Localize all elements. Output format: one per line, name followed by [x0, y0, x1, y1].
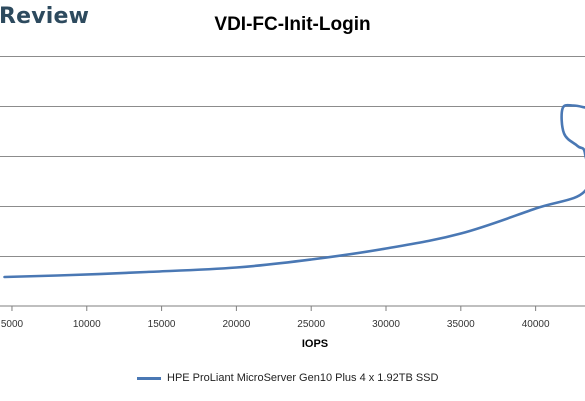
x-axis: 5000 10000 15000 20000 25000 30000 35000 40000: [1, 306, 550, 330]
series-group: [3, 103, 585, 279]
x-tick-label-2: 15000: [148, 319, 176, 330]
x-tick-label-7: 40000: [522, 319, 550, 330]
legend-swatch: [137, 376, 161, 380]
grid-lines: [0, 56, 585, 307]
x-tick-label-3: 20000: [222, 319, 250, 330]
chart-title: VDI-FC-Init-Login: [214, 14, 371, 35]
x-tick-label-4: 25000: [297, 319, 325, 330]
x-axis-label: IOPS: [301, 338, 329, 350]
x-tick-label-6: 35000: [447, 319, 475, 330]
legend: HPE ProLiant MicroServer Gen10 Plus 4 x …: [137, 372, 438, 384]
x-tick-label-5: 30000: [372, 319, 400, 330]
x-tick-label-0: 5000: [1, 319, 24, 330]
legend-label: HPE ProLiant MicroServer Gen10 Plus 4 x …: [167, 372, 439, 384]
brand-logo-text: Review: [0, 4, 90, 29]
x-tick-label-1: 10000: [73, 319, 101, 330]
series-line-0: [3, 103, 585, 279]
